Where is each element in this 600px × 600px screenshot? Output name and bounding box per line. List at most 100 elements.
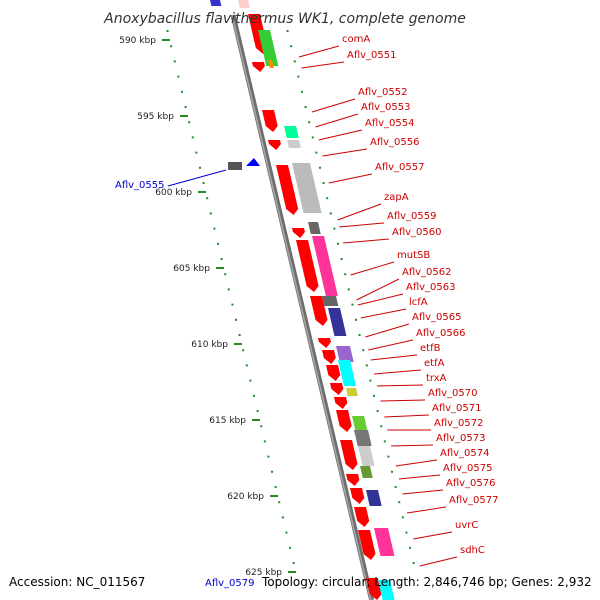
- gene-label[interactable]: Aflv_0575: [443, 463, 493, 474]
- gene-label[interactable]: Aflv_0576: [446, 478, 496, 489]
- gene-arrow[interactable]: [318, 338, 332, 348]
- gene-label[interactable]: Aflv_0554: [365, 118, 415, 129]
- domain-block[interactable]: [366, 490, 382, 506]
- domain-block[interactable]: [373, 528, 395, 556]
- gene-label[interactable]: sdhC: [460, 545, 485, 556]
- scale-dot: [365, 364, 368, 367]
- gene-label[interactable]: Aflv_0551: [347, 50, 397, 61]
- cds-feature[interactable]: [267, 140, 282, 150]
- domain-block[interactable]: [267, 60, 274, 68]
- scale-label: 605 kbp: [173, 264, 210, 274]
- domain-block[interactable]: [378, 580, 395, 600]
- gene-arrow[interactable]: [252, 62, 266, 72]
- gene-arrow[interactable]: [276, 165, 300, 215]
- gene-arrow[interactable]: [365, 578, 383, 600]
- domain-block[interactable]: [286, 140, 301, 148]
- gene-label[interactable]: Aflv_0556: [370, 137, 420, 148]
- domain-block[interactable]: [359, 466, 373, 478]
- gene-label[interactable]: etfA: [424, 358, 445, 369]
- cds-feature[interactable]: [318, 338, 332, 348]
- cds-feature[interactable]: [354, 507, 371, 527]
- cds-feature[interactable]: [276, 165, 300, 215]
- gene-arrow[interactable]: [267, 140, 282, 150]
- gene-label[interactable]: Aflv_0559: [387, 211, 437, 222]
- domain-block[interactable]: [307, 222, 321, 234]
- bottom-gene-label[interactable]: Aflv_0579: [205, 578, 255, 589]
- domain-block[interactable]: [335, 346, 354, 362]
- cds-feature[interactable]: [340, 440, 359, 470]
- cds-feature[interactable]: [335, 410, 353, 432]
- gene-arrow[interactable]: [335, 410, 353, 432]
- cds-feature[interactable]: [346, 474, 361, 486]
- cds-feature[interactable]: [291, 228, 306, 238]
- domain-block[interactable]: [291, 163, 322, 213]
- gene-label[interactable]: Aflv_0573: [436, 433, 486, 444]
- gene-label[interactable]: Aflv_0577: [449, 495, 499, 506]
- gene-arrow[interactable]: [291, 228, 306, 238]
- domain-block[interactable]: [210, 0, 222, 6]
- domain-block[interactable]: [337, 360, 357, 386]
- cds-feature[interactable]: [295, 240, 320, 292]
- domain-block[interactable]: [354, 430, 372, 446]
- gene-arrow[interactable]: [346, 474, 361, 486]
- gene-arrow[interactable]: [354, 507, 371, 527]
- gene-arrow[interactable]: [358, 530, 377, 560]
- scale-dot: [405, 531, 408, 534]
- cds-feature[interactable]: [365, 578, 383, 600]
- domain-block[interactable]: [284, 126, 299, 138]
- scale-label: 620 kbp: [227, 492, 264, 502]
- gene-arrow[interactable]: [295, 240, 320, 292]
- gene-label[interactable]: Aflv_0560: [392, 227, 442, 238]
- gene-label[interactable]: Aflv_0571: [432, 403, 482, 414]
- cds-feature[interactable]: [261, 110, 279, 132]
- gene-label[interactable]: Aflv_0552: [358, 87, 408, 98]
- cds-feature[interactable]: [325, 365, 342, 381]
- gene-label[interactable]: Aflv_0570: [428, 388, 478, 399]
- gene-arrow[interactable]: [330, 383, 345, 395]
- scale-dot: [267, 455, 270, 458]
- gene-label[interactable]: trxA: [426, 373, 447, 384]
- gene-label[interactable]: mutSB: [397, 250, 430, 261]
- gene-label[interactable]: Aflv_0574: [440, 448, 490, 459]
- outer-gene-arrow[interactable]: [246, 158, 260, 166]
- domain-block[interactable]: [238, 0, 250, 8]
- cds-feature[interactable]: [349, 488, 366, 504]
- gene-label[interactable]: zapA: [384, 192, 409, 203]
- outer-gene-label[interactable]: Aflv_0555: [115, 180, 165, 191]
- domain-block[interactable]: [328, 308, 347, 336]
- gene-arrow[interactable]: [325, 365, 342, 381]
- gene-label[interactable]: etfB: [420, 343, 441, 354]
- scale-dot: [274, 486, 277, 488]
- cds-feature[interactable]: [330, 383, 345, 395]
- gene-label[interactable]: Aflv_0572: [434, 418, 484, 429]
- cds-feature[interactable]: [252, 62, 266, 72]
- gene-arrow[interactable]: [322, 350, 337, 364]
- gene-label[interactable]: Aflv_0565: [412, 312, 462, 323]
- gene-label[interactable]: Aflv_0563: [406, 282, 456, 293]
- gene-label[interactable]: Aflv_0557: [375, 162, 425, 173]
- gene-arrow[interactable]: [309, 296, 329, 326]
- cds-feature[interactable]: [322, 350, 337, 364]
- cds-feature[interactable]: [333, 397, 349, 409]
- gene-arrow[interactable]: [349, 488, 366, 504]
- cds-feature[interactable]: [358, 530, 377, 560]
- gene-arrow[interactable]: [261, 110, 279, 132]
- domain-block[interactable]: [321, 296, 339, 306]
- domain-block[interactable]: [311, 236, 338, 296]
- scale-dot: [401, 516, 404, 519]
- domain-block[interactable]: [358, 446, 375, 466]
- domain-block[interactable]: [346, 388, 358, 396]
- domain-block[interactable]: [351, 416, 368, 432]
- gene-label[interactable]: Aflv_0553: [361, 102, 411, 113]
- cds-feature[interactable]: [309, 296, 329, 326]
- gene-label[interactable]: lcfA: [409, 297, 428, 308]
- backbone-highlight: [231, 14, 372, 600]
- gene-label[interactable]: comA: [342, 34, 370, 45]
- gene-label[interactable]: Aflv_0566: [416, 328, 466, 339]
- gene-arrow[interactable]: [340, 440, 359, 470]
- outer-gene-block[interactable]: [228, 162, 242, 170]
- gene-label[interactable]: uvrC: [455, 520, 478, 531]
- gene-arrow[interactable]: [333, 397, 349, 409]
- domain-block[interactable]: [258, 30, 279, 66]
- gene-label[interactable]: Aflv_0562: [402, 267, 452, 278]
